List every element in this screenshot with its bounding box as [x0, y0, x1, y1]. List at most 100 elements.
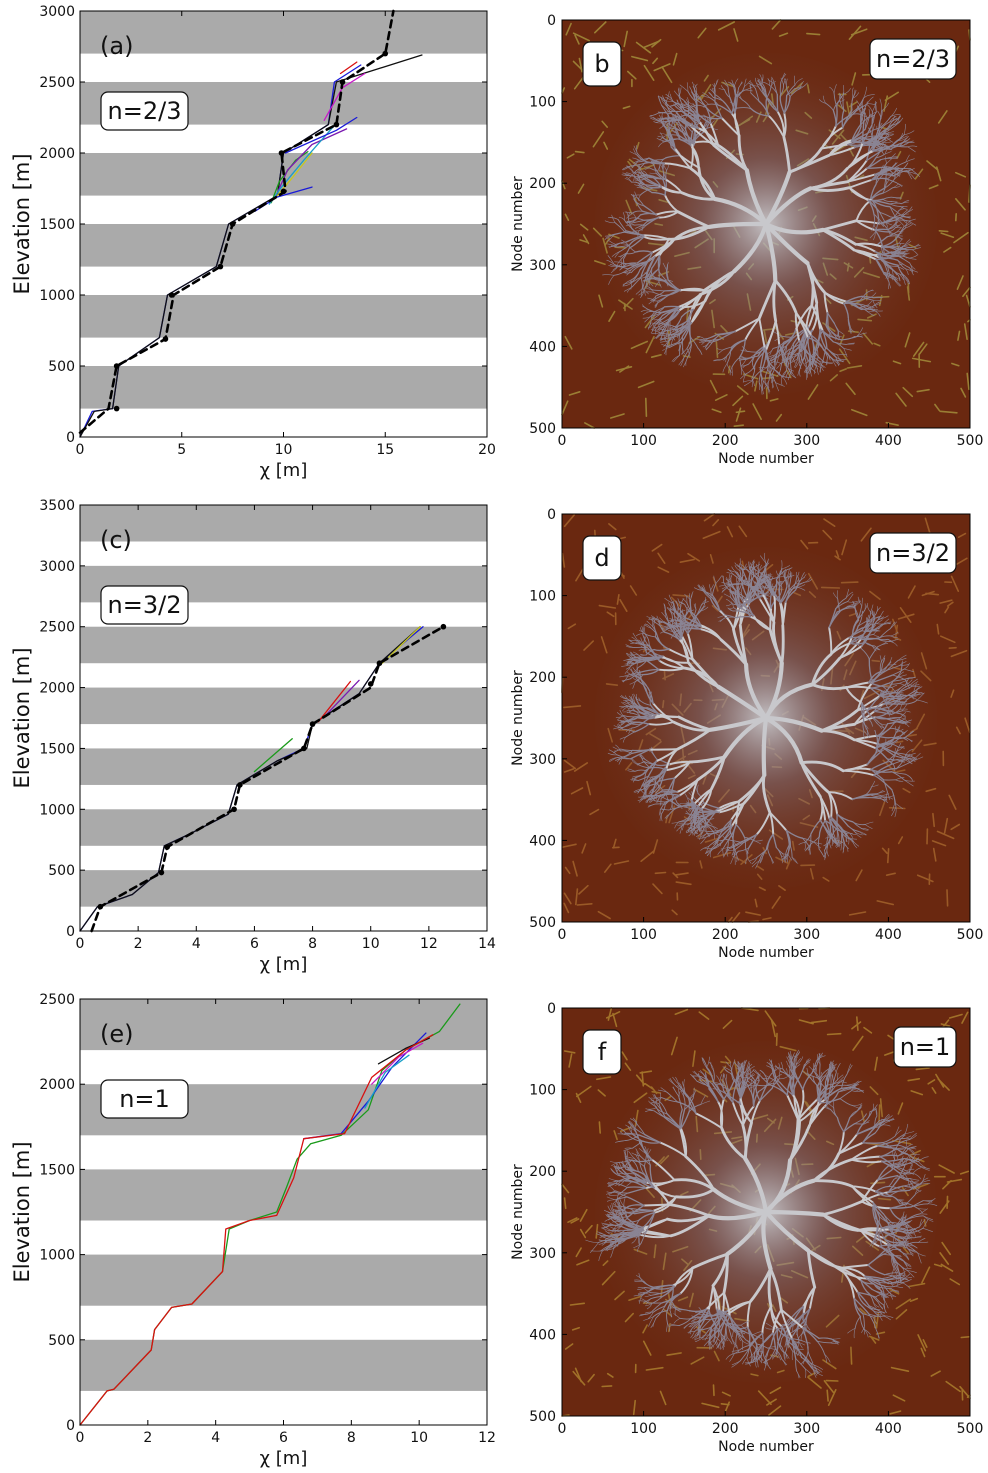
channel-segment [745, 857, 748, 865]
ridge-segment [651, 543, 663, 552]
channel-segment [894, 279, 901, 287]
channel-segment [639, 678, 649, 688]
channel-segment [906, 677, 916, 680]
channel-segment [786, 88, 796, 96]
channel-segment [823, 291, 829, 314]
channel-segment [804, 843, 811, 852]
channel-segment [666, 119, 672, 126]
channel-segment [855, 97, 865, 112]
ridge-segment [948, 646, 957, 650]
channel-segment [804, 842, 806, 850]
y-tick-label: 200 [529, 176, 556, 192]
channel-segment [903, 662, 910, 670]
channel-segment [906, 757, 916, 762]
channel-segment [714, 359, 723, 361]
ridge-segment [939, 410, 958, 414]
channel-segment [763, 186, 813, 227]
channel-segment [880, 157, 892, 161]
channel-segment [791, 857, 799, 864]
y-tick-label: 1500 [39, 217, 75, 233]
channel-segment [744, 317, 761, 341]
channel-segment [663, 122, 671, 129]
channel-segment [767, 369, 777, 384]
channel-segment [614, 251, 620, 258]
channel-segment [880, 689, 885, 696]
ridge-segment [754, 898, 758, 908]
channel-segment [657, 254, 661, 271]
channel-segment [647, 297, 655, 301]
ridge-segment [911, 357, 932, 363]
channel-segment [826, 831, 829, 843]
channel-segment [611, 214, 616, 223]
ridge-segment [579, 223, 589, 231]
channel-segment [632, 157, 640, 161]
ridge-segment [925, 592, 940, 596]
channel-segment [612, 746, 622, 752]
ridge-segment [720, 1403, 730, 1406]
channel-segment [629, 217, 637, 219]
channel-segment [630, 698, 634, 705]
channel-segment [649, 696, 652, 706]
channel-segment [632, 704, 641, 714]
channel-segment [847, 825, 856, 833]
channel-segment [665, 332, 668, 342]
channel-segment [793, 326, 810, 338]
channel-segment [839, 100, 845, 111]
channel-segment [658, 713, 680, 718]
channel-segment [825, 841, 828, 849]
channel-segment [701, 808, 708, 825]
knickpoint-marker [440, 623, 447, 630]
channel-segment [846, 159, 868, 183]
channel-segment [889, 717, 902, 721]
channel-segment [663, 289, 682, 292]
channel-segment [766, 86, 772, 99]
channel-segment [840, 841, 843, 851]
channel-segment [785, 829, 804, 839]
channel-segment [871, 148, 892, 152]
y-tick-label: 2000 [39, 146, 75, 162]
channel-segment [853, 249, 879, 257]
channel-segment [896, 265, 905, 270]
channel-segment [718, 802, 745, 814]
channel-segment [879, 680, 894, 697]
channel-segment [679, 825, 683, 834]
channel-segment [907, 146, 916, 153]
channel-segment [680, 130, 696, 144]
channel-segment [776, 363, 782, 369]
channel-segment [660, 104, 671, 119]
channel-segment [716, 143, 749, 172]
channel-segment [686, 82, 689, 92]
channel-segment [884, 740, 889, 746]
channel-segment [843, 348, 848, 357]
channel-segment [636, 154, 647, 163]
channel-segment [726, 839, 729, 851]
channel-segment [833, 84, 837, 94]
channel-segment [809, 167, 849, 190]
channel-segment [873, 213, 880, 223]
channel-segment [646, 275, 653, 280]
channel-segment [673, 354, 680, 363]
channel-segment [631, 212, 637, 219]
ridge-segment [671, 909, 678, 916]
channel-segment [687, 115, 700, 129]
ridge-segment [572, 32, 591, 42]
channel-segment [660, 97, 667, 106]
channel-segment [711, 825, 716, 831]
channel-segment [884, 131, 895, 134]
channel-segment [631, 776, 639, 781]
x-tick-label: 400 [875, 927, 902, 943]
channel-segment [697, 836, 707, 839]
channel-segment [756, 849, 767, 858]
channel-segment [850, 132, 869, 143]
channel-segment [678, 816, 690, 823]
knickpoint-marker [278, 150, 285, 156]
channel-segment [689, 827, 695, 834]
channel-segment [879, 211, 891, 218]
channel-segment [894, 747, 897, 756]
channel-segment [636, 197, 645, 207]
channel-segment [617, 219, 627, 232]
channel-segment [667, 798, 679, 807]
channel-segment [654, 314, 663, 324]
